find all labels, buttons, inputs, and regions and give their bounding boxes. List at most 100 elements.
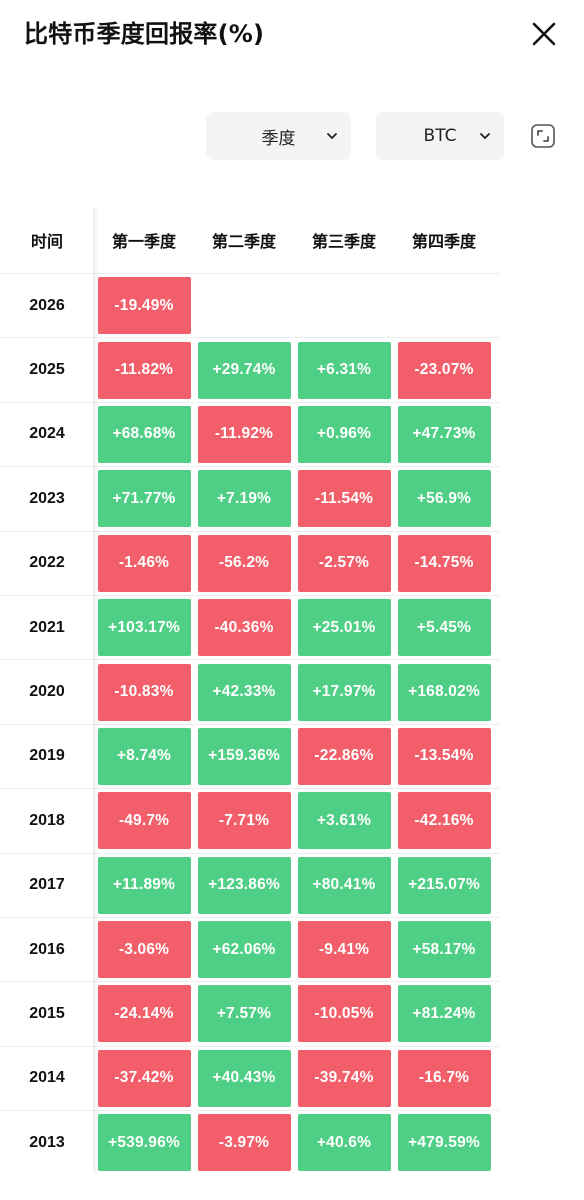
period-select[interactable]: 季度: [206, 112, 351, 160]
quarter-cell-wrap: +40.6%: [294, 1111, 394, 1174]
close-button[interactable]: [528, 18, 560, 50]
quarter-cell-wrap: -13.54%: [394, 725, 494, 788]
quarter-cell-wrap: -10.05%: [294, 982, 394, 1045]
return-cell-q1: -49.7%: [97, 792, 191, 850]
fullscreen-button[interactable]: [530, 123, 556, 149]
quarter-cell-wrap: +3.61%: [294, 789, 394, 852]
return-cell-q2: +40.43%: [197, 1049, 291, 1107]
coin-select[interactable]: BTC: [376, 112, 504, 160]
return-cell-q2: -11.92%: [197, 405, 291, 463]
table-row: 2017 +11.89% +123.86% +80.41% +215.07%: [0, 852, 500, 917]
table-row: 2018 -49.7% -7.71% +3.61% -42.16%: [0, 788, 500, 852]
quarter-cell-wrap: +168.02%: [394, 660, 494, 723]
year-cell: 2025: [29, 361, 65, 379]
return-cell-q3: [298, 277, 391, 334]
quarter-cell-wrap: +11.89%: [94, 854, 194, 917]
quarter-cell-wrap: -40.36%: [194, 596, 294, 659]
year-cell: 2016: [29, 940, 65, 958]
quarter-cell-wrap: -3.06%: [94, 918, 194, 981]
return-cell-q1: -1.46%: [97, 534, 191, 592]
quarter-cell-wrap: +103.17%: [94, 596, 194, 659]
column-header-q4: 第四季度: [411, 232, 476, 251]
year-cell: 2015: [29, 1004, 65, 1022]
quarter-cell-wrap: -11.54%: [294, 467, 394, 530]
period-select-label: 季度: [261, 128, 296, 149]
return-cell-q3: +80.41%: [297, 856, 391, 914]
year-cell: 2019: [29, 747, 65, 765]
table-row: 2020 -10.83% +42.33% +17.97% +168.02%: [0, 659, 500, 723]
quarter-cell-wrap: +81.24%: [394, 982, 494, 1045]
expand-icon: [531, 124, 555, 148]
return-cell-q3: +3.61%: [297, 792, 391, 850]
return-cell-q1: +11.89%: [97, 856, 191, 914]
return-cell-q4: +479.59%: [397, 1114, 491, 1172]
year-cell: 2023: [29, 489, 65, 507]
return-cell-q2: +159.36%: [197, 727, 291, 785]
quarter-cell-wrap: +42.33%: [194, 660, 294, 723]
quarter-cell-wrap: +25.01%: [294, 596, 394, 659]
quarter-cell-wrap: -11.82%: [94, 338, 194, 401]
return-cell-q3: +6.31%: [297, 341, 391, 399]
table-body: 2026 -19.49% 2025 -11.82% +29.74% +6.31% -23.0…: [0, 273, 500, 1174]
quarter-cell-wrap: [294, 274, 394, 337]
return-cell-q4: -23.07%: [397, 341, 491, 399]
table-row: 2025 -11.82% +29.74% +6.31% -23.07%: [0, 337, 500, 401]
return-cell-q4: +81.24%: [397, 985, 491, 1043]
year-cell: 2018: [29, 811, 65, 829]
quarter-cell-wrap: -9.41%: [294, 918, 394, 981]
return-cell-q2: +7.57%: [197, 985, 291, 1043]
quarter-cell-wrap: -37.42%: [94, 1047, 194, 1110]
return-cell-q3: +25.01%: [297, 599, 391, 657]
return-cell-q2: -7.71%: [197, 792, 291, 850]
table-row: 2022 -1.46% -56.2% -2.57% -14.75%: [0, 530, 500, 595]
return-cell-q4: [398, 277, 491, 334]
return-cell-q4: +215.07%: [397, 856, 491, 914]
year-cell: 2026: [29, 296, 65, 314]
quarter-cell-wrap: +6.31%: [294, 338, 394, 401]
quarter-cell-wrap: +47.73%: [394, 403, 494, 466]
close-icon: [532, 22, 556, 46]
table-row: 2019 +8.74% +159.36% -22.86% -13.54%: [0, 723, 500, 788]
return-cell-q4: -16.7%: [397, 1049, 491, 1107]
quarter-cell-wrap: -2.57%: [294, 532, 394, 595]
quarter-cell-wrap: -19.49%: [94, 274, 194, 337]
year-cell: 2021: [29, 618, 65, 636]
return-cell-q2: +123.86%: [197, 856, 291, 914]
year-cell: 2017: [29, 876, 65, 894]
quarter-cell-wrap: -10.83%: [94, 660, 194, 723]
year-cell: 2024: [29, 425, 65, 443]
quarter-cell-wrap: -56.2%: [194, 532, 294, 595]
quarter-cell-wrap: -39.74%: [294, 1047, 394, 1110]
quarter-cell-wrap: -11.92%: [194, 403, 294, 466]
quarter-cell-wrap: -42.16%: [394, 789, 494, 852]
quarter-cell-wrap: +5.45%: [394, 596, 494, 659]
return-cell-q3: -11.54%: [297, 470, 391, 528]
quarter-cell-wrap: +0.96%: [294, 403, 394, 466]
return-cell-q3: -9.41%: [297, 921, 391, 979]
returns-table: 时间 第一季度 第二季度 第三季度 第四季度 2026 -19.49% 2025 -1…: [0, 207, 500, 1174]
return-cell-q3: -39.74%: [297, 1049, 391, 1107]
return-cell-q4: +168.02%: [397, 663, 491, 721]
column-header-q3: 第三季度: [311, 232, 376, 251]
table-row: 2015 -24.14% +7.57% -10.05% +81.24%: [0, 981, 500, 1045]
quarter-cell-wrap: +8.74%: [94, 725, 194, 788]
quarter-cell-wrap: +7.19%: [194, 467, 294, 530]
return-cell-q1: +539.96%: [97, 1114, 191, 1172]
table-row: 2026 -19.49%: [0, 273, 500, 337]
return-cell-q3: +0.96%: [297, 405, 391, 463]
year-cell: 2022: [29, 554, 65, 572]
chevron-down-icon: [327, 133, 337, 139]
quarter-cell-wrap: +215.07%: [394, 854, 494, 917]
return-cell-q2: -3.97%: [197, 1114, 291, 1172]
return-cell-q2: -40.36%: [197, 599, 291, 657]
return-cell-q4: -14.75%: [397, 534, 491, 592]
quarter-cell-wrap: +71.77%: [94, 467, 194, 530]
quarter-cell-wrap: -23.07%: [394, 338, 494, 401]
quarter-cell-wrap: -22.86%: [294, 725, 394, 788]
quarter-cell-wrap: +123.86%: [194, 854, 294, 917]
column-header-time: 时间: [30, 232, 63, 251]
quarter-cell-wrap: +68.68%: [94, 403, 194, 466]
quarter-cell-wrap: [394, 274, 494, 337]
quarter-cell-wrap: -7.71%: [194, 789, 294, 852]
return-cell-q1: +68.68%: [97, 405, 191, 463]
